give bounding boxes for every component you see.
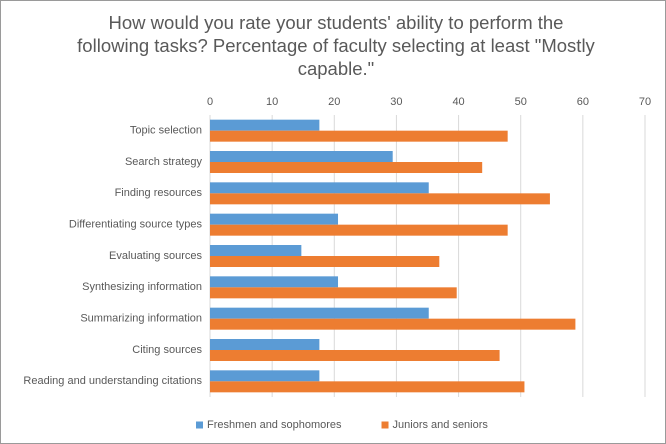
- y-tick-label: Synthesizing information: [82, 281, 202, 293]
- bar: [210, 256, 440, 267]
- legend-label: Juniors and seniors: [393, 419, 489, 431]
- bar: [210, 193, 550, 205]
- bar: [210, 182, 429, 194]
- y-tick-label: Search strategy: [125, 156, 203, 168]
- bar: [210, 339, 320, 350]
- bar: [210, 119, 320, 131]
- bar: [210, 213, 339, 225]
- bar: [210, 245, 302, 256]
- chart-title: How would you rate your students' abilit…: [77, 12, 595, 79]
- bar: [210, 381, 525, 393]
- x-tick-label: 10: [266, 96, 278, 108]
- y-tick-label: Finding resources: [115, 187, 203, 199]
- x-tick-label: 50: [515, 96, 527, 108]
- bar: [210, 287, 457, 299]
- legend-swatch: [196, 421, 203, 429]
- x-tick-label: 40: [452, 96, 464, 108]
- legend-label: Freshmen and sophomores: [207, 419, 342, 431]
- bar: [210, 162, 483, 173]
- bar: [210, 318, 576, 330]
- x-tick-label: 30: [390, 96, 402, 108]
- x-tick-label: 60: [577, 96, 589, 108]
- legend-swatch: [381, 421, 389, 429]
- x-tick-label: 70: [639, 96, 651, 108]
- x-tick-label: 20: [328, 96, 340, 108]
- y-tick-label: Summarizing information: [80, 313, 202, 325]
- bar: [210, 224, 508, 236]
- x-tick-label: 0: [207, 96, 213, 108]
- bar: [210, 130, 508, 142]
- y-tick-label: Reading and understanding citations: [23, 375, 202, 387]
- y-tick-label: Evaluating sources: [109, 250, 202, 262]
- y-tick-label: Topic selection: [130, 125, 202, 137]
- bar: [210, 350, 500, 361]
- bar: [210, 276, 339, 288]
- y-tick-label: Citing sources: [132, 344, 202, 356]
- bar: [210, 151, 393, 162]
- y-tick-label: Differentiating source types: [69, 219, 203, 231]
- bar: [210, 307, 429, 319]
- bar: [210, 370, 320, 382]
